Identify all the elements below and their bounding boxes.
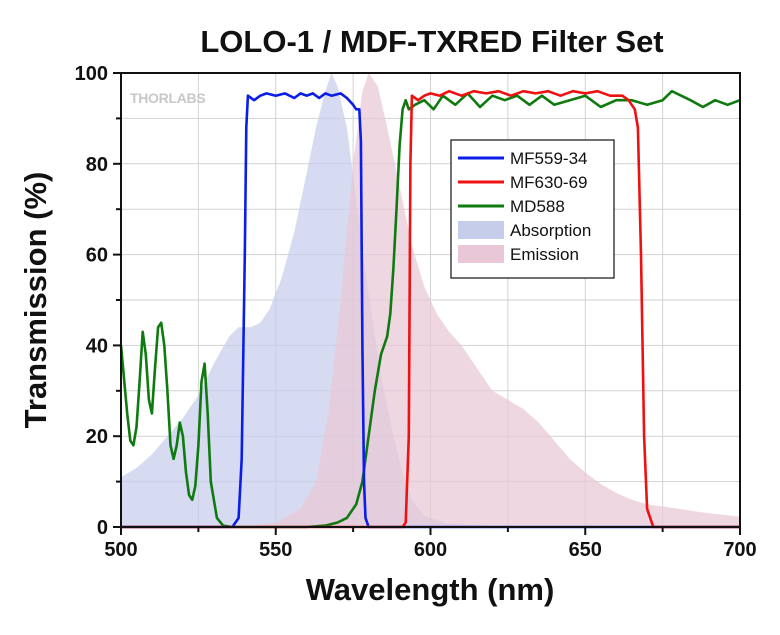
- legend: MF559-34 MF630-69 MD588 Absorption Emission: [450, 139, 615, 279]
- thorlabs-logo: THORLABS: [130, 90, 205, 106]
- spectra-areas: [121, 73, 740, 527]
- tick-labels: 500 550 600 650 700 0 20 40 60 80 100: [75, 63, 757, 561]
- mf630-69-curve: [121, 89, 740, 529]
- md588-curve: [119, 89, 741, 529]
- absorption-area: [121, 73, 740, 527]
- legend-label-mf559-34: MF559-34: [510, 149, 587, 168]
- legend-label-md588: MD588: [510, 197, 565, 216]
- y-tick-label: 20: [86, 426, 108, 448]
- emission-area: [121, 73, 740, 527]
- x-tick-label: 600: [414, 539, 447, 561]
- legend-swatch-absorption: [458, 221, 504, 239]
- legend-label-absorption: Absorption: [510, 221, 591, 240]
- chart-title: LOLO-1 / MDF-TXRED Filter Set: [200, 24, 663, 59]
- x-tick-label: 500: [104, 539, 137, 561]
- y-axis-title: Transmission (%): [18, 172, 53, 429]
- x-tick-label: 700: [723, 539, 756, 561]
- y-tick-label: 60: [86, 245, 108, 267]
- y-tick-label: 100: [75, 63, 108, 85]
- legend-label-emission: Emission: [510, 245, 579, 264]
- x-tick-label: 650: [569, 539, 602, 561]
- mf559-34-curve: [121, 92, 740, 529]
- y-tick-label: 40: [86, 335, 108, 357]
- y-tick-label: 80: [86, 154, 108, 176]
- axis-ticks: [113, 72, 741, 535]
- legend-swatch-emission: [458, 245, 504, 263]
- x-tick-label: 550: [259, 539, 292, 561]
- y-tick-label: 0: [97, 517, 108, 539]
- x-axis-title: Wavelength (nm): [306, 572, 555, 607]
- filter-curves: [119, 89, 741, 529]
- legend-label-mf630-69: MF630-69: [510, 173, 587, 192]
